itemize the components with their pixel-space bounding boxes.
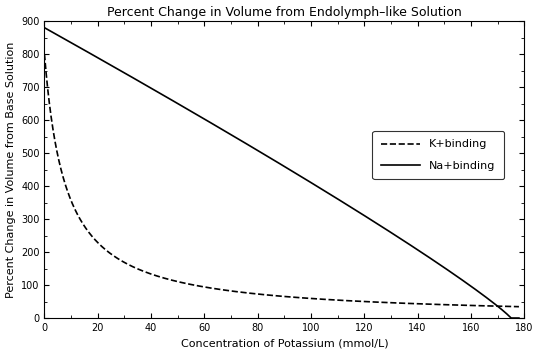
- Na+binding: [42, 25, 48, 30]
- Na+binding: [506, 314, 513, 319]
- Line: K+binding: K+binding: [45, 54, 519, 307]
- K+binding: [95, 241, 102, 246]
- Title: Percent Change in Volume from Endolymph–like Solution: Percent Change in Volume from Endolymph–…: [107, 6, 462, 18]
- K+binding: [506, 304, 513, 309]
- K+binding: [223, 288, 230, 292]
- Line: Na+binding: Na+binding: [45, 28, 519, 318]
- K+binding: [455, 303, 462, 307]
- X-axis label: Concentration of Potassium (mmol/L): Concentration of Potassium (mmol/L): [181, 338, 388, 348]
- Na+binding: [123, 72, 130, 76]
- K+binding: [244, 291, 250, 295]
- Na+binding: [516, 316, 522, 320]
- Na+binding: [455, 275, 462, 280]
- Na+binding: [95, 56, 102, 60]
- Na+binding: [508, 316, 514, 320]
- K+binding: [516, 304, 522, 309]
- K+binding: [123, 262, 130, 266]
- Y-axis label: Percent Change in Volume from Base Solution: Percent Change in Volume from Base Solut…: [5, 41, 16, 298]
- Legend: K+binding, Na+binding: K+binding, Na+binding: [372, 131, 505, 179]
- Na+binding: [223, 130, 230, 134]
- K+binding: [42, 52, 48, 56]
- Na+binding: [244, 142, 250, 146]
